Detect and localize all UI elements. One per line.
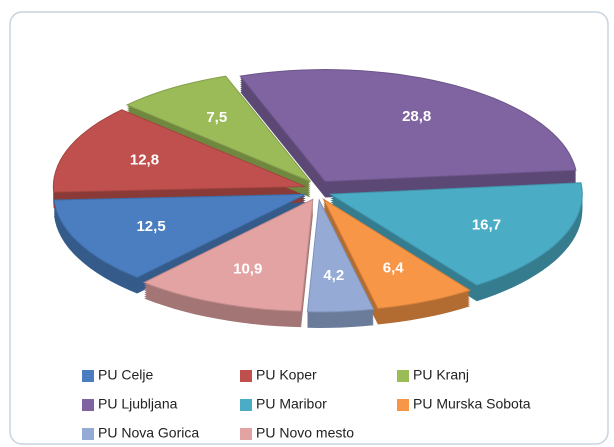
legend-label: PU Maribor [256,396,327,412]
legend-swatch [240,428,252,440]
legend-swatch [82,370,94,382]
data-label: 16,7 [472,216,501,233]
pie-slice [53,193,307,279]
legend-swatch [82,428,94,440]
legend-label: PU Novo mesto [256,425,354,441]
pie-slice [125,75,311,183]
pie-slice [328,182,583,286]
pie-slice [52,109,306,193]
legend-swatch [240,370,252,382]
data-label: 4,2 [323,267,344,284]
data-label: 10,9 [233,261,262,278]
data-label: 12,5 [136,218,165,235]
data-label: 7,5 [206,109,227,126]
legend-label: PU Nova Gorica [98,425,199,441]
legend-label: PU Koper [256,367,317,383]
data-label: 12,8 [130,151,159,168]
pie-slice [142,198,314,312]
data-label: 28,8 [402,108,431,125]
legend-label: PU Kranj [413,367,469,383]
pie-slice [306,198,375,313]
legend-swatch [82,399,94,411]
legend-label: PU Murska Sobota [413,396,531,412]
legend-swatch [397,399,409,411]
pie-slice [322,197,472,310]
data-label: 6,4 [383,260,405,277]
legend-label: PU Celje [98,367,153,383]
legend-label: PU Ljubljana [98,396,178,412]
legend-swatch [397,370,409,382]
pie-slice [239,68,577,183]
legend-swatch [240,399,252,411]
